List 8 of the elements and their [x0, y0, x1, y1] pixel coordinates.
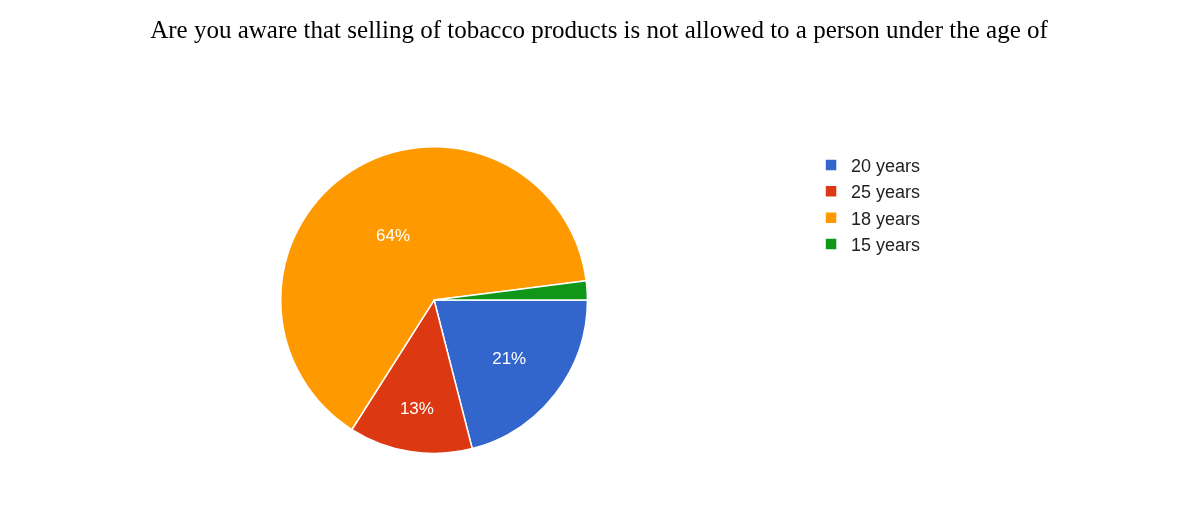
chart-title: Are you aware that selling of tobacco products is not allowed to a person under the age of: [150, 15, 1049, 43]
data-label: 13%: [399, 398, 434, 418]
legend-label: 20 years: [851, 155, 921, 176]
legend-label: 15 years: [851, 235, 921, 256]
data-label: 64%: [375, 225, 411, 245]
legend-label: 18 years: [851, 208, 921, 229]
legend-label: 25 years: [851, 182, 921, 203]
data-label: 21%: [492, 348, 527, 368]
